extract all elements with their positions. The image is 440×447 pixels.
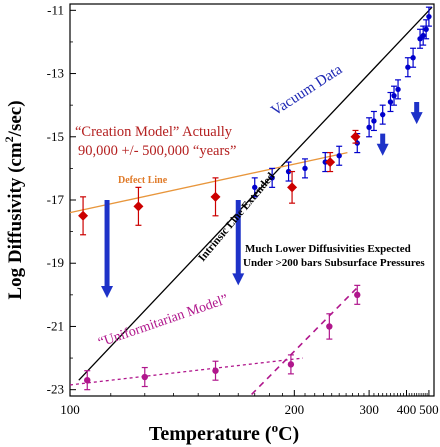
uniform-point: [326, 323, 333, 330]
x-tick-label: 200: [285, 402, 305, 417]
intrinsic-line: [78, 6, 433, 381]
uniform-point: [212, 367, 219, 374]
defect-point: [78, 210, 89, 221]
vacuum-point: [391, 92, 397, 99]
x-tick-label: 300: [359, 402, 379, 417]
vacuum-point: [410, 55, 416, 61]
vacuum-point: [420, 32, 426, 39]
y-tick-label: -13: [47, 66, 64, 81]
x-tick-label: 500: [419, 402, 439, 417]
lines-layer: [69, 6, 433, 395]
y-tick-label: -23: [47, 382, 64, 397]
uniform-point: [84, 376, 91, 384]
x-axis-title: Temperature (oC): [149, 420, 299, 445]
defect-line-label: Defect Line: [118, 175, 168, 186]
vacuum-point: [366, 124, 372, 130]
vacuum-point: [405, 64, 411, 70]
vacuum-point: [252, 184, 258, 191]
vacuum-point: [302, 165, 308, 172]
pressure-arrow-head: [410, 112, 423, 125]
y-tick-label: -11: [47, 2, 64, 17]
y-tick-label: -19: [47, 255, 64, 270]
defect-point: [350, 131, 361, 142]
vacuum-point: [285, 168, 292, 175]
vacuum-point: [269, 175, 275, 181]
pressure-arrow-head: [232, 273, 245, 286]
uniform-point: [354, 291, 361, 299]
pressure-arrow-head: [101, 286, 114, 298]
uniform-point: [141, 373, 148, 381]
vacuum-point: [423, 26, 429, 32]
x-tick-label: 100: [60, 402, 80, 417]
vacuum-point: [336, 153, 342, 159]
ticks-layer: 100 200 300 400 500 -11 -13 -15 -17 -19 -21 -23: [47, 2, 439, 417]
y-tick-label: -17: [47, 192, 65, 207]
y-tick-label: -15: [47, 129, 64, 144]
creation-model-label-line1: “Creation Model” Actually: [75, 124, 233, 140]
defect-point: [287, 182, 298, 193]
creation-model-label-line2: 90,000 +/- 500,000 “years”: [78, 143, 236, 159]
uniform-steep-line: [251, 284, 361, 395]
y-axis-title: Log Diffusivity (cm2/sec): [2, 100, 26, 299]
pressure-arrow-head: [376, 143, 389, 156]
vacuum-point: [395, 86, 401, 93]
vacuum-point: [371, 118, 377, 124]
defect-point: [133, 201, 144, 212]
vacuum-point: [379, 111, 386, 118]
vacuum-point: [387, 99, 394, 105]
marks-layer: [78, 6, 432, 391]
x-tick-label: 400: [397, 402, 417, 417]
defect-point: [210, 191, 221, 202]
vacuum-point: [426, 13, 432, 20]
lower-diffusivities-label-line1: Much Lower Diffusivities Expected: [245, 243, 411, 255]
uniform-point: [287, 361, 295, 368]
defect-point: [325, 157, 336, 168]
lower-diffusivities-label-line2: Under >200 bars Subsurface Pressures: [243, 257, 425, 269]
y-tick-label: -21: [47, 318, 64, 333]
defect-line-line: [69, 151, 348, 214]
